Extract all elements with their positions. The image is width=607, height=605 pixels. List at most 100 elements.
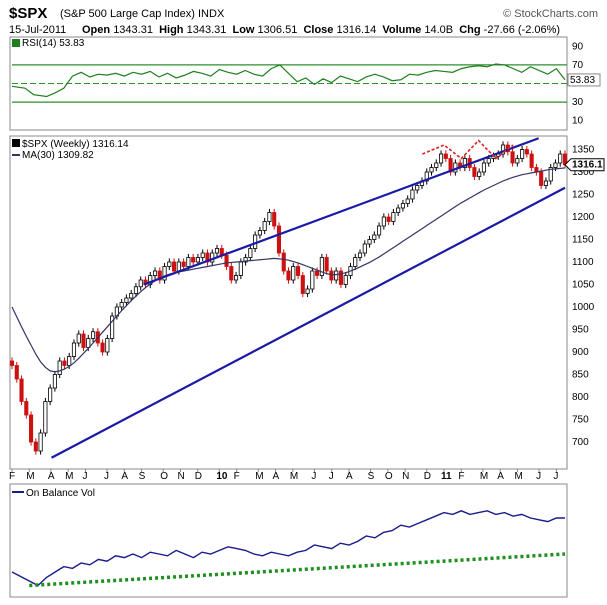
candle-body [372, 234, 377, 240]
price-tick-label: 1150 [572, 235, 594, 246]
chg-value: -27.66 (-2.06%) [483, 24, 561, 36]
candle-body [281, 252, 286, 272]
candle-body [272, 212, 277, 227]
price-tick-label: 900 [572, 347, 589, 358]
candle-body [548, 167, 553, 182]
open-value: 1343.31 [113, 24, 153, 36]
candle-body [86, 338, 91, 348]
candle-body [124, 297, 129, 303]
price-x-tick-label: A [121, 471, 128, 482]
candle-body [529, 153, 534, 168]
rsi-tick-label: 10 [572, 116, 584, 127]
candle-body [76, 333, 81, 344]
price-x-tick-label: 10 [216, 471, 228, 482]
candle-body [443, 153, 448, 159]
price-tick-label: 1000 [572, 302, 595, 313]
candle-body [367, 239, 372, 245]
candle-body [38, 432, 43, 452]
ma-line [11, 167, 566, 373]
price-panel [9, 135, 568, 470]
candle-body [229, 266, 234, 281]
candle-body [257, 230, 262, 236]
ma-legend: MA(30) 1309.82 [22, 150, 94, 161]
candle-body [295, 266, 301, 276]
candle-body [238, 261, 243, 276]
price-x-tick-label: J [553, 471, 558, 482]
candle-body [43, 401, 48, 434]
rsi-tick-label: 70 [572, 60, 584, 71]
rsi-legend-swatch [12, 39, 20, 47]
candle-body [33, 441, 38, 452]
close-value: 1316.14 [336, 24, 377, 36]
price-x-tick-label: A [48, 471, 55, 482]
candle-body [315, 270, 320, 276]
candle-body [172, 261, 177, 272]
price-plot: 700 750 800 850 900 950 1000 1050 1100 1150 1200 12… [9, 137, 605, 482]
price-x-tick-label: J [82, 471, 87, 482]
candle-body [286, 270, 291, 281]
low-value: 1306.51 [257, 24, 298, 36]
candle-body [105, 338, 110, 353]
candle-body [81, 333, 86, 348]
candle-body [262, 221, 267, 231]
symbol-title: $SPX [9, 5, 48, 22]
price-x-tick-label: D [195, 471, 202, 482]
candle-body [167, 261, 172, 267]
candle-body [248, 248, 253, 258]
price-x-tick-label: N [177, 471, 184, 482]
candle-body [29, 414, 34, 443]
candle-body [434, 162, 439, 168]
price-tick-label: 950 [572, 325, 589, 336]
candle-body [381, 216, 386, 227]
price-tick-label: 1300 [572, 167, 595, 178]
candle-body [191, 257, 196, 263]
price-x-tick-label: J [329, 471, 334, 482]
candle-body [152, 270, 158, 276]
candle-body [539, 171, 544, 186]
candle-body [267, 212, 272, 222]
candle-body [224, 254, 229, 267]
candle-body [186, 257, 191, 267]
candle-body [424, 171, 429, 182]
candle-body [515, 158, 520, 164]
rsi-tick-label: 30 [572, 97, 584, 108]
candle-body [162, 266, 167, 281]
brand-logo: © StockCharts.com [503, 8, 598, 20]
candle-body [500, 144, 506, 155]
candle-body [334, 270, 339, 281]
price-x-tick-label: F [9, 471, 15, 482]
rsi-last-value-box [567, 73, 601, 87]
price-tick-label: 1050 [572, 280, 595, 291]
candle-body [243, 257, 248, 263]
candle-body [553, 162, 558, 168]
rsi-legend: RSI(14) 53.83 [22, 38, 85, 49]
candle-body [481, 162, 487, 173]
quote-line: Open 1343.31 High 1343.31 Low 1306.51 Cl… [82, 24, 560, 36]
candle-body [9, 360, 15, 366]
price-tick-label: 750 [572, 415, 589, 426]
price-x-tick-label: N [402, 471, 409, 482]
price-tick-label: 1250 [572, 190, 595, 201]
channel-upper-line [143, 137, 540, 286]
channel-lower-line [50, 186, 566, 459]
rsi-line [11, 63, 566, 98]
candle-body [300, 275, 305, 294]
price-x-tick-label: M [26, 471, 34, 482]
candle-body [14, 365, 19, 380]
candle-body [276, 225, 282, 254]
price-legend-swatch [12, 139, 20, 147]
price-tick-label: 700 [572, 437, 589, 448]
candle-body [234, 275, 239, 281]
chg-label: Chg [459, 24, 481, 36]
candle-body [181, 261, 186, 267]
candle-body [510, 151, 515, 164]
candle-body [133, 286, 139, 294]
price-x-tick-label: F [234, 471, 240, 482]
high-label: High [159, 24, 184, 36]
price-x-tick-label: A [273, 471, 280, 482]
candle-body [472, 167, 477, 177]
candle-body [386, 216, 391, 222]
candle-body [400, 203, 405, 209]
price-tick-label: 850 [572, 370, 589, 381]
candle-body [558, 153, 563, 164]
